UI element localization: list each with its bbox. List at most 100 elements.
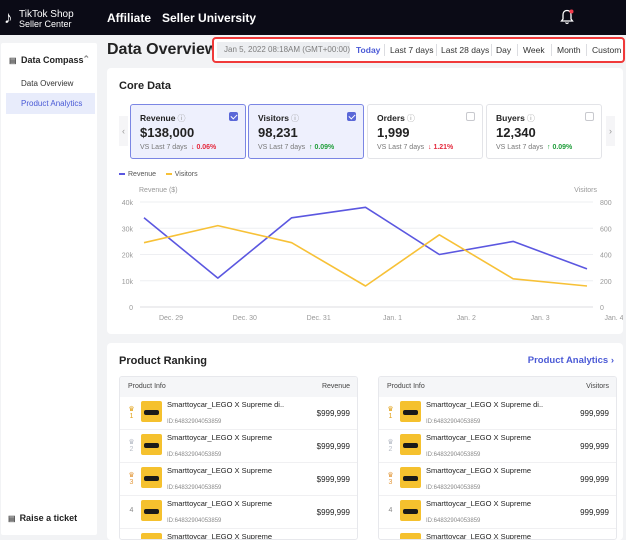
y-tick-right: 800 [600,200,612,207]
sidebar-item-product-analytics[interactable]: Product Analytics [6,93,95,114]
product-thumbnail[interactable] [141,467,162,488]
bell-icon[interactable] [560,9,574,25]
y-tick-left: 20k [122,253,134,260]
product-thumbnail[interactable] [400,401,421,422]
product-name[interactable]: Smarttoycar_LEGO X Supreme [426,433,532,442]
table-row[interactable]: 5Smarttoycar_LEGO X SupremeID:6483290405… [379,529,616,540]
product-analytics-link[interactable]: Product Analytics › [527,355,614,366]
page-title: Data Overview [107,41,218,58]
product-name[interactable]: Smarttoycar_LEGO X Supreme [426,499,532,508]
crown-icon: ♛ [128,439,135,446]
tiktok-shop-logo[interactable]: ♪ TikTok Shop Seller Center [4,8,92,30]
nav-affiliate[interactable]: Affiliate [107,11,152,25]
divider [586,44,587,56]
product-thumbnail[interactable] [400,533,421,539]
y-tick-left: 30k [122,226,134,233]
info-icon: ⓘ [406,114,415,123]
product-name[interactable]: Smarttoycar_LEGO X Supreme [167,499,273,508]
product-name[interactable]: Smarttoycar_LEGO X Supreme [167,532,273,540]
product-name[interactable]: Smarttoycar_LEGO X Supreme [167,466,273,475]
table-row[interactable]: ♛ 2 Smarttoycar_LEGO X Supreme ID:648329040… [379,430,616,463]
product-metric-value: $999,999 [316,475,350,484]
range-week-button[interactable]: Week [523,45,545,55]
divider [491,44,492,56]
product-name[interactable]: Smarttoycar_LEGO X Supreme [426,466,532,475]
top-navigation-bar: ♪ TikTok Shop Seller Center Affiliate Se… [0,0,626,35]
product-thumbnail[interactable] [141,434,162,455]
product-name[interactable]: Smarttoycar_LEGO X Supreme [167,433,273,442]
metric-value: 98,231 [258,125,298,140]
product-metric-value: 999,999 [580,442,609,451]
metric-comparison: VS Last 7 days ↓ 0.06% [140,144,217,151]
raise-ticket-label: Raise a ticket [19,513,78,523]
y-axis-right-title: Visitors [574,187,597,194]
range-today-button[interactable]: Today [356,45,381,55]
header-metric: Visitors [586,383,609,390]
table-row[interactable]: ♛ 3 Smarttoycar_LEGO X Supreme ID:648329040… [379,463,616,496]
range-month-button[interactable]: Month [557,45,581,55]
x-tick-label: Dec. 31 [307,315,331,322]
product-name[interactable]: Smarttoycar_LEGO X Supreme di.. [167,400,285,409]
table-row[interactable]: ♛ 1 Smarttoycar_LEGO X Supreme di.. ID:6483… [120,397,357,430]
metric-checkbox[interactable] [466,112,475,121]
range-last-7-days-button[interactable]: Last 7 days [390,45,434,55]
scroll-right-button[interactable]: › [606,116,615,146]
table-row[interactable]: 5Smarttoycar_LEGO X SupremeID:6483290405… [120,529,357,540]
product-thumbnail[interactable] [141,533,162,539]
product-thumbnail[interactable] [400,500,421,521]
y-axis-left-title: Revenue ($) [139,187,178,194]
rank-badge: 4 [388,507,393,514]
product-id: ID:64832904053859 [167,485,222,491]
table-row[interactable]: 4 Smarttoycar_LEGO X Supreme ID:6483290405… [379,496,616,529]
metric-checkbox[interactable] [229,112,238,121]
crown-icon: ♛ [387,472,394,479]
range-custom-button[interactable]: Custom [592,45,622,55]
x-tick-label: Jan. 3 [531,315,550,322]
product-name[interactable]: Smarttoycar_LEGO X Supreme [426,532,532,540]
table-row[interactable]: ♛ 3 Smarttoycar_LEGO X Supreme ID:648329040… [120,463,357,496]
divider [517,44,518,56]
ticket-icon: ▤ [8,514,16,523]
nav-seller-university[interactable]: Seller University [162,11,257,25]
rank-badge: 4 [129,507,134,514]
sidebar-item-data-overview[interactable]: Data Overview [21,79,74,88]
crown-icon: ♛ [128,406,135,413]
metric-checkbox[interactable] [585,112,594,121]
range-last-28-days-button[interactable]: Last 28 days [441,45,490,55]
table-row[interactable]: 4 Smarttoycar_LEGO X Supreme ID:6483290405… [120,496,357,529]
y-tick-left: 10k [122,279,134,286]
sidebar-section-label: Data Compass [21,55,84,65]
raise-ticket-link[interactable]: ▤ Raise a ticket [8,513,77,523]
product-thumbnail[interactable] [400,467,421,488]
product-id: ID:64832904053859 [167,452,222,458]
product-thumbnail[interactable] [141,500,162,521]
table-header: Product Info Visitors [379,377,616,397]
arrow-down-icon: ↓ [427,144,432,151]
metric-card-orders[interactable]: Orders ⓘ 1,999 VS Last 7 days ↓ 1.21% [367,104,483,159]
visitors-ranking-table: Product Info Visitors ♛ 1 Smarttoycar_LEGO X… [378,376,617,540]
metric-value: 12,340 [496,125,536,140]
metric-name: Buyers ⓘ [496,113,535,123]
metric-comparison: VS Last 7 days ↑ 0.09% [496,144,573,151]
range-day-button[interactable]: Day [496,45,512,55]
table-row[interactable]: ♛ 1 Smarttoycar_LEGO X Supreme di.. ID:6483… [379,397,616,430]
metric-comparison: VS Last 7 days ↑ 0.09% [258,144,335,151]
metric-card-visitors[interactable]: Visitors ⓘ 98,231 VS Last 7 days ↑ 0.09% [248,104,364,159]
metric-checkbox[interactable] [347,112,356,121]
series-line-revenue [143,206,588,279]
product-thumbnail[interactable] [400,434,421,455]
product-name[interactable]: Smarttoycar_LEGO X Supreme di.. [426,400,544,409]
metric-card-buyers[interactable]: Buyers ⓘ 12,340 VS Last 7 days ↑ 0.09% [486,104,602,159]
rank-badge: ♛ 2 [128,439,135,453]
sidebar-section-data-compass[interactable]: ▤ Data Compass ⌃ [8,54,92,68]
metric-card-revenue[interactable]: Revenue ⓘ $138,000 VS Last 7 days ↓ 0.06% [130,104,246,159]
product-ranking-title: Product Ranking [119,355,208,367]
metric-name: Revenue ⓘ [140,113,186,123]
revenue-ranking-table: Product Info Revenue ♛ 1 Smarttoycar_LEGO X … [119,376,358,540]
product-thumbnail[interactable] [141,401,162,422]
metric-comparison: VS Last 7 days ↓ 1.21% [377,144,454,151]
scroll-left-button[interactable]: ‹ [119,116,128,146]
product-ranking-card: Product Ranking Product Analytics › Prod… [107,343,623,540]
table-row[interactable]: ♛ 2 Smarttoycar_LEGO X Supreme ID:648329040… [120,430,357,463]
info-icon: ⓘ [526,114,535,123]
